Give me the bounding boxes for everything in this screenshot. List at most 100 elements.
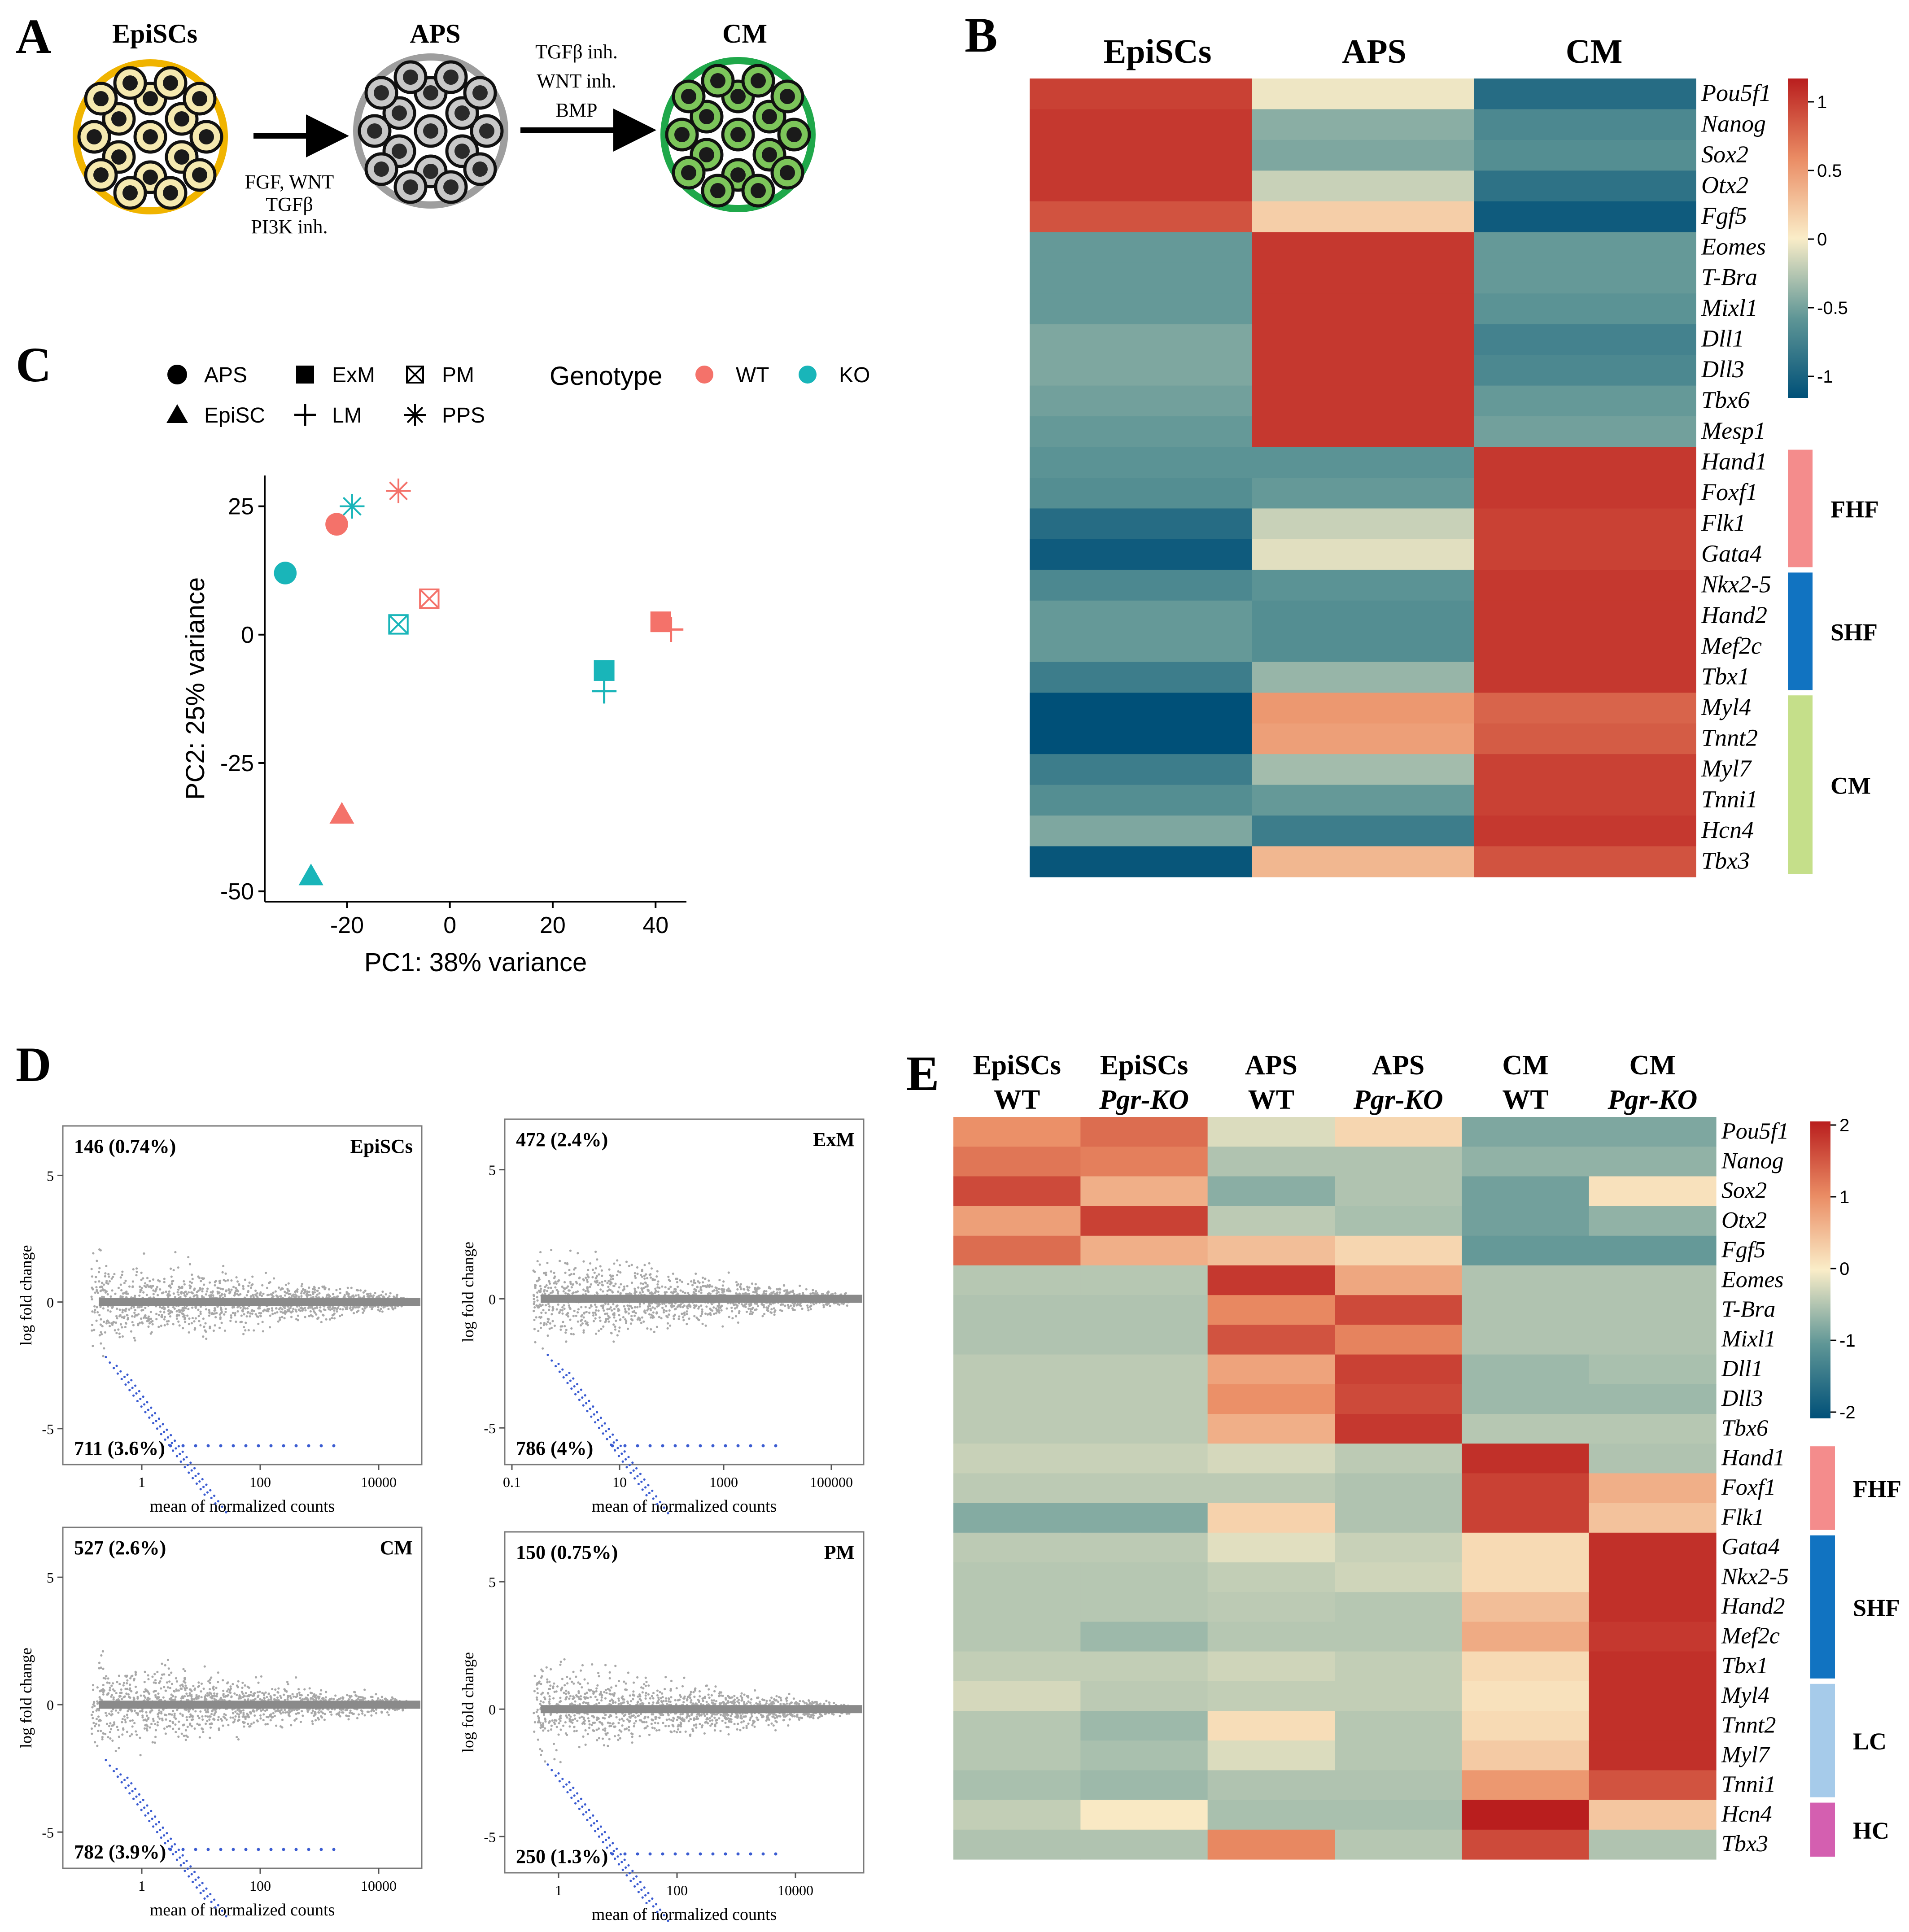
ma-point: [647, 1302, 650, 1305]
ma-sig-point: [159, 1828, 162, 1831]
ma-point: [184, 1684, 187, 1687]
heatmap-cell: [1252, 693, 1474, 724]
ma-point: [170, 1693, 173, 1696]
ma-point: [585, 1311, 588, 1313]
ma-point: [720, 1309, 723, 1312]
ma-point: [369, 1292, 372, 1295]
heatmap-cell: [1474, 140, 1696, 171]
ma-sig-point: [645, 1494, 648, 1496]
ma-point: [91, 1323, 94, 1326]
ma-point: [544, 1312, 547, 1314]
ma-point: [152, 1278, 155, 1281]
ma-sig-point: [307, 1444, 310, 1448]
ma-point: [299, 1720, 302, 1723]
ma-point: [289, 1307, 292, 1309]
ma-point: [357, 1306, 360, 1308]
ma-point: [262, 1708, 264, 1711]
ma-point: [142, 1291, 145, 1294]
ma-point: [222, 1288, 224, 1291]
ma-point: [203, 1665, 206, 1668]
ma-point: [290, 1709, 293, 1712]
ma-point: [133, 1315, 136, 1318]
ma-point: [609, 1289, 612, 1291]
ma-point: [638, 1305, 641, 1308]
ma-point: [117, 1728, 119, 1731]
gene-label: Nkx2-5: [1701, 571, 1771, 597]
ma-sig-point: [201, 1882, 204, 1884]
ma-x-tick-label: 100: [249, 1474, 271, 1490]
ma-point: [126, 1679, 129, 1682]
ma-point: [594, 1332, 598, 1335]
ma-point: [253, 1692, 256, 1695]
ma-point: [264, 1723, 267, 1726]
ma-point: [754, 1290, 757, 1292]
ma-point: [650, 1328, 652, 1331]
ma-point: [247, 1291, 249, 1293]
marker-triangle: [166, 404, 188, 423]
ma-point: [618, 1330, 620, 1333]
ma-point: [197, 1714, 199, 1717]
ma-point: [658, 1303, 661, 1306]
ma-point: [166, 1658, 170, 1661]
ma-sig-point: [269, 1848, 273, 1851]
ma-point: [663, 1308, 665, 1311]
ma-point: [247, 1723, 249, 1725]
ma-point: [293, 1709, 296, 1711]
ma-point: [216, 1292, 219, 1295]
ma-point: [163, 1673, 166, 1676]
ma-point: [544, 1286, 546, 1288]
ma-point: [316, 1289, 319, 1292]
ma-point: [183, 1314, 186, 1317]
ma-point: [712, 1306, 715, 1309]
ma-point: [98, 1314, 101, 1317]
ma-point: [362, 1696, 364, 1699]
ma-point: [277, 1320, 280, 1323]
ma-point: [274, 1688, 277, 1691]
ma-point: [97, 1709, 100, 1712]
ma-point: [298, 1694, 301, 1696]
ma-point: [156, 1721, 159, 1724]
ma-point: [636, 1273, 639, 1275]
ma-point: [199, 1310, 202, 1313]
ma-point: [102, 1667, 105, 1670]
ma-point: [790, 1304, 792, 1307]
ma-point: [281, 1287, 284, 1290]
ma-sig-point: [585, 1402, 588, 1404]
ma-point: [556, 1292, 559, 1295]
ma-point: [218, 1727, 220, 1730]
ma-sig-point: [119, 1370, 122, 1373]
ma-point: [179, 1287, 181, 1289]
ma-point: [119, 1276, 122, 1279]
ma-point: [570, 1333, 572, 1335]
ma-point: [641, 1291, 644, 1293]
ma-point: [786, 1304, 790, 1306]
ma-point: [138, 1285, 141, 1288]
ma-point: [717, 1308, 720, 1311]
ma-point: [612, 1284, 615, 1287]
ma-point: [100, 1666, 102, 1669]
ma-point: [296, 1695, 299, 1697]
marker-boxx-line: [406, 366, 424, 384]
ma-point: [559, 1325, 562, 1328]
ma-point: [644, 1312, 647, 1314]
ma-point: [144, 1282, 147, 1285]
ma-point: [101, 1325, 104, 1328]
ma-point: [742, 1288, 745, 1291]
ma-point: [813, 1303, 815, 1306]
ma-point: [588, 1311, 591, 1314]
ma-y-tick-label: 5: [489, 1574, 496, 1590]
marker-square: [594, 660, 615, 681]
ma-point: [595, 1291, 598, 1294]
heatmap-cell: [1030, 754, 1252, 785]
ma-point: [550, 1248, 553, 1252]
ma-sig-point: [168, 1444, 170, 1447]
ma-point: [539, 1326, 542, 1329]
ma-point: [535, 1316, 537, 1319]
ma-point: [638, 1303, 641, 1305]
ma-point: [123, 1695, 127, 1698]
ma-point: [310, 1712, 313, 1714]
ma-point: [188, 1280, 192, 1283]
heatmap-cell: [1474, 293, 1696, 325]
ma-point: [193, 1698, 196, 1701]
ma-point: [284, 1699, 286, 1701]
